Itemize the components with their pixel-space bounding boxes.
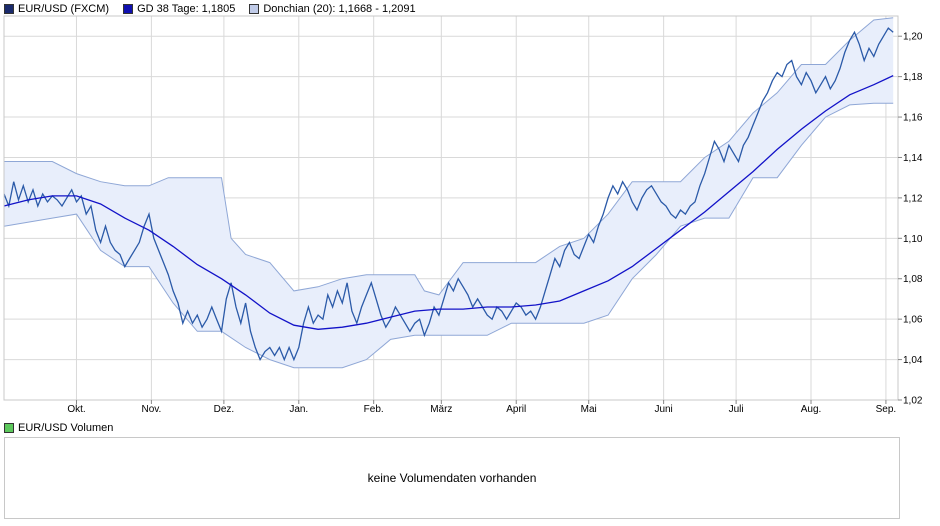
legend-label-donchian: Donchian (20): 1,1668 - 1,2091 <box>263 2 416 15</box>
y-tick-label: 1,12 <box>903 193 923 204</box>
y-tick-label: 1,06 <box>903 315 923 326</box>
x-tick-label: Sep. <box>876 404 897 415</box>
x-tick-label: Juni <box>654 404 672 415</box>
y-tick-label: 1,08 <box>903 274 923 285</box>
y-axis-ticks: 1,02 1,04 1,06 1,08 1,10 1,12 1,14 1,16 1,18 1,20 <box>898 32 923 407</box>
x-axis-ticks: Okt. Nov. Dez. Jan. Feb. März April Mai Juni Juli… <box>67 400 896 415</box>
moving-average-line <box>3 75 894 330</box>
legend-swatch-volume <box>4 423 14 433</box>
legend-item-donchian[interactable]: Donchian (20): 1,1668 - 1,2091 <box>249 2 416 15</box>
plot-frame <box>3 15 899 401</box>
x-tick-label: Nov. <box>141 404 161 415</box>
volume-legend[interactable]: EUR/USD Volumen <box>4 422 113 434</box>
x-tick-label: Okt. <box>67 404 85 415</box>
donchian-lower-line <box>3 102 894 369</box>
x-tick-label: April <box>506 404 526 415</box>
chart-legend: EUR/USD (FXCM) GD 38 Tage: 1,1805 Donchi… <box>4 2 430 15</box>
donchian-band <box>4 17 894 368</box>
volume-panel: keine Volumendaten vorhanden <box>4 437 900 519</box>
x-tick-label: Juli <box>729 404 744 415</box>
x-tick-label: Feb. <box>364 404 384 415</box>
x-tick-label: März <box>430 404 452 415</box>
legend-swatch-price <box>4 3 14 14</box>
x-tick-label: Dez. <box>214 404 235 415</box>
x-tick-label: Aug. <box>801 404 822 415</box>
x-tick-label: Jan. <box>289 404 308 415</box>
volume-empty-message: keine Volumendaten vorhanden <box>367 471 537 485</box>
legend-item-price[interactable]: EUR/USD (FXCM) <box>4 3 109 15</box>
legend-label-price: EUR/USD (FXCM) <box>18 2 110 15</box>
price-chart[interactable]: 1,02 1,04 1,06 1,08 1,10 1,12 1,14 1,16 1,18 1,20… <box>0 0 940 420</box>
x-tick-label: Mai <box>581 404 597 415</box>
legend-label-ma: GD 38 Tage: 1,1805 <box>137 2 236 15</box>
y-tick-label: 1,16 <box>903 113 923 124</box>
y-tick-label: 1,18 <box>903 72 923 83</box>
legend-swatch-ma <box>123 3 134 14</box>
legend-swatch-donchian <box>249 3 260 14</box>
y-tick-label: 1,02 <box>903 396 923 407</box>
y-tick-label: 1,04 <box>903 355 923 366</box>
y-tick-label: 1,10 <box>903 234 923 245</box>
volume-legend-label: EUR/USD Volumen <box>18 422 114 434</box>
price-series-line <box>3 27 894 362</box>
legend-item-ma[interactable]: GD 38 Tage: 1,1805 <box>123 3 235 15</box>
donchian-upper-line <box>4 17 894 296</box>
y-tick-label: 1,20 <box>903 32 923 43</box>
y-tick-label: 1,14 <box>903 153 923 164</box>
